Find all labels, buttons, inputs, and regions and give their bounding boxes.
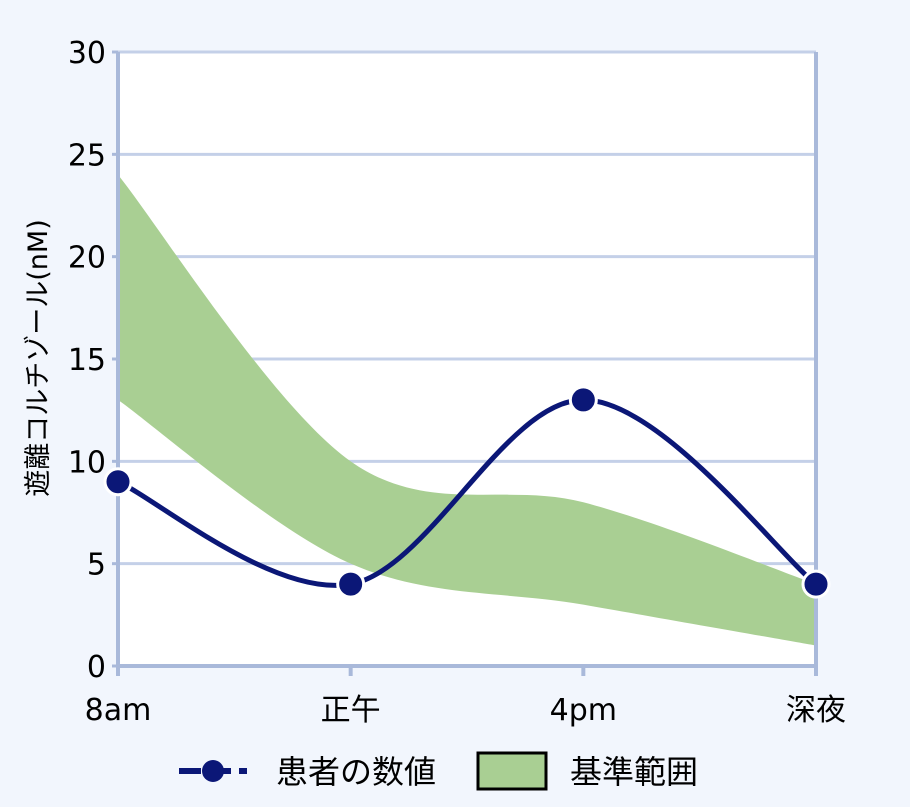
y-tick-label: 30: [68, 36, 106, 71]
y-tick-label: 15: [68, 343, 106, 378]
x-tick-label: 正午: [321, 693, 381, 728]
reference-range-band: [118, 174, 816, 646]
x-tick-label: 8am: [85, 693, 152, 728]
legend: 患者の数値 基準範囲: [179, 751, 698, 791]
legend-band-swatch: [476, 751, 548, 791]
legend-label-reference: 基準範囲: [570, 753, 698, 791]
legend-item-patient: 患者の数値: [179, 753, 436, 791]
patient-series: [103, 385, 831, 599]
patient-data-point: [801, 569, 831, 599]
axes: [112, 50, 818, 676]
tick-labels: 0 5 10 15 20 25 30 8am 正午 4pm 深夜: [68, 36, 846, 728]
legend-item-reference: 基準範囲: [476, 751, 698, 791]
patient-series-line: [116, 397, 818, 588]
y-tick-label: 20: [68, 241, 106, 276]
y-tick-label: 0: [87, 650, 106, 685]
y-tick-label: 5: [87, 548, 106, 583]
legend-label-patient: 患者の数値: [276, 753, 436, 791]
patient-data-point: [103, 467, 133, 497]
legend-point-marker: [202, 760, 224, 782]
y-tick-label: 25: [68, 138, 106, 173]
y-axis-label: 遊離コルチゾール(nM): [23, 219, 54, 496]
patient-data-point: [336, 569, 366, 599]
reference-band: [118, 174, 816, 646]
x-tick-label: 4pm: [550, 693, 617, 728]
y-tick-label: 10: [68, 445, 106, 480]
patient-data-point: [568, 385, 598, 415]
x-tick-label: 深夜: [786, 693, 846, 728]
